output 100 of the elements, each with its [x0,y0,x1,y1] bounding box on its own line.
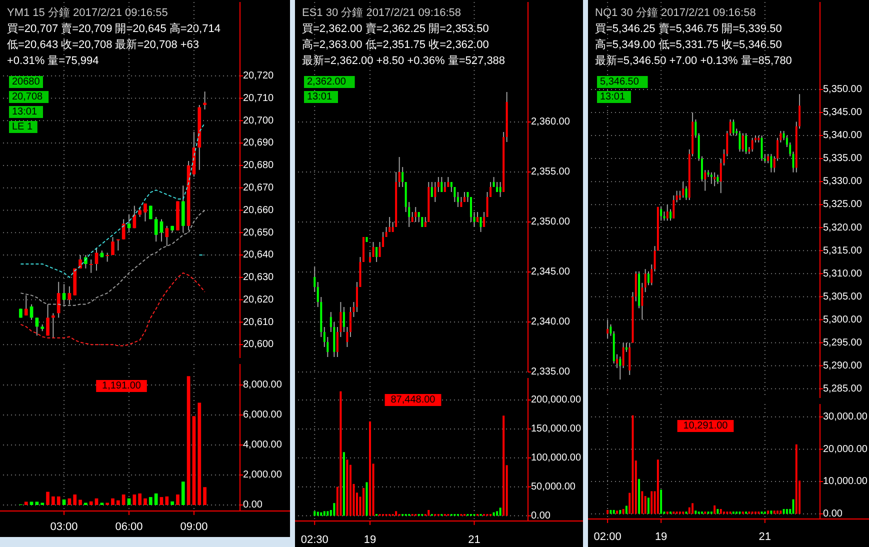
annotation: 20,708 [12,92,44,103]
bar [366,482,368,516]
candlestick [414,206,417,222]
y-tick-label: 20,620 [243,294,274,306]
x-tick-label: 21 [468,534,480,546]
bar [138,493,142,505]
candlestick [52,312,55,338]
bar [176,494,180,505]
annotation: 最新=2,362.00 +8.50 +0.36% 量=527,388 [302,54,506,67]
candlestick [483,212,486,228]
bar [314,511,316,516]
x-tick-label: 19 [654,530,668,543]
y-tick-label: 150,000.00 [531,424,582,435]
y-tick-label: 10,000.00 [823,476,868,488]
candlestick [440,176,443,192]
y-tick-label: 5,350.00 [823,84,862,96]
bar [35,502,39,505]
x-tick-label: 02:30 [300,534,328,546]
candlestick [456,192,459,208]
bar [395,511,398,516]
candlestick [122,218,126,240]
candlestick [714,172,716,187]
y-tick-label: 20,000.00 [823,444,868,455]
bar [499,508,502,516]
candlestick [203,91,206,110]
candlestick [148,205,152,220]
y-tick-label: 5,295.00 [823,337,862,348]
y-tick-label: 5,315.00 [823,245,862,256]
annotation: 5,346.50 [600,76,640,88]
candlestick [437,176,440,192]
annotation: 13:01 [600,92,626,103]
bar [46,492,50,505]
candlestick [676,190,678,203]
candlestick [314,266,316,292]
candlestick [710,172,712,184]
candlestick [666,204,668,222]
candlestick [402,166,404,188]
candlestick [660,206,662,222]
candlestick [490,182,492,198]
y-tick-label: 2,345.00 [531,266,570,278]
candlestick [111,236,114,256]
bar [170,501,174,505]
x-tick-label: 19 [364,534,376,546]
y-tick-label: 20,640 [243,250,274,261]
candlestick [342,306,345,332]
candlestick [470,196,472,222]
candlestick [672,194,675,219]
candlestick [650,264,653,286]
y-tick-label: 30,000.00 [823,412,868,423]
annotation: 13:01 [307,92,332,103]
y-tick-label: 5,335.00 [823,153,862,164]
annotation: LE 1 [12,122,34,133]
annotation: 13:01 [12,106,38,118]
y-tick-label: 0.00 [823,508,843,520]
y-tick-label: 5,310.00 [823,268,862,280]
annotation: +0.31% 量=75,994 [7,54,99,67]
x-tick-label: 03:00 [50,520,78,533]
candlestick [619,356,622,380]
y-tick-label: 6,000.00 [243,410,282,421]
text: YM1 15 分鐘 2017/2/21 09:16:55 [7,6,168,19]
bar [326,511,329,516]
candlestick [622,342,624,369]
bar [346,460,348,516]
y-tick-label: 5,305.00 [823,291,862,302]
bar [154,493,158,505]
y-tick-label: 8,000.00 [243,380,282,391]
annotation: 低=20,643 收=20,708 最新=20,708 +63 [7,38,200,51]
bar [52,496,55,505]
bar [132,494,136,505]
y-tick-label: 20,670 [243,182,274,194]
y-tick-label: 5,330.00 [823,176,862,188]
y-tick-label: 20,690 [243,138,274,149]
candlestick [644,268,646,293]
annotation: 買=5,346.25 賣=5,346.75 開=5,339.50 [595,22,782,35]
bar [30,502,34,505]
candlestick [454,186,456,202]
y-tick-label: 200,000.00 [531,394,582,406]
candlestick [729,118,732,136]
candlestick [742,132,744,152]
bar [502,416,505,516]
bar [369,421,372,516]
candlestick [430,182,433,198]
bar [333,503,336,516]
y-tick-label: 5,285.00 [823,383,862,394]
y-tick-label: 20,680 [243,160,274,172]
candlestick [732,118,734,136]
y-tick-label: 20,660 [243,204,274,216]
bar [144,498,147,505]
candlestick [78,254,82,269]
bar [496,511,498,516]
candlestick [480,216,482,232]
candlestick [628,342,631,376]
bar [203,487,206,505]
candlestick [89,258,93,274]
bar [320,512,322,516]
bar [78,500,82,505]
candlestick [372,242,374,258]
candlestick [682,181,684,198]
y-tick-label: 20,650 [243,227,274,238]
candlestick [745,132,748,154]
